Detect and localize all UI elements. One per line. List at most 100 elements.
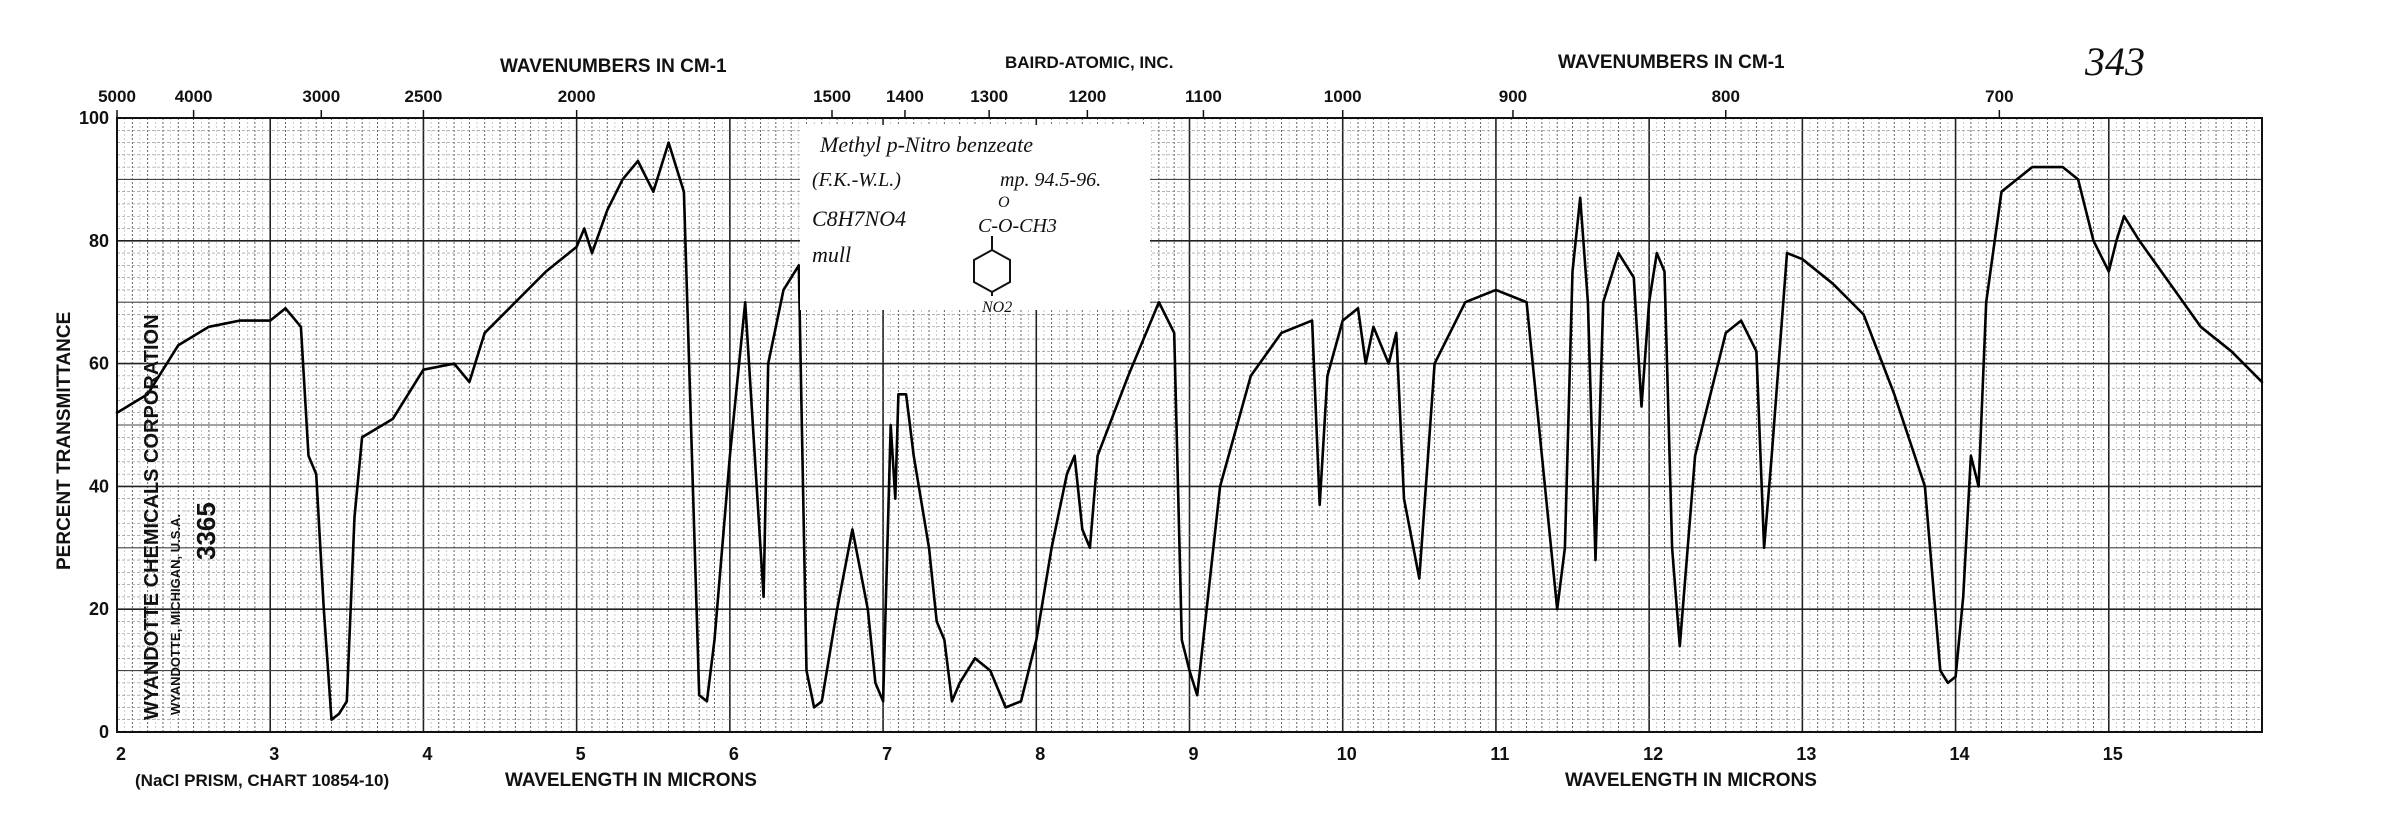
data-point	[744, 301, 746, 304]
data-point	[269, 319, 272, 322]
x-tick-label: 14	[1950, 744, 1970, 764]
data-point	[667, 141, 670, 144]
data-point	[2031, 166, 2033, 168]
data-point	[1962, 596, 1965, 598]
data-point	[300, 325, 302, 328]
top-wavenumber-label: 1000	[1324, 87, 1362, 106]
data-point	[759, 547, 762, 549]
data-point	[798, 264, 800, 267]
data-point	[1656, 252, 1658, 254]
data-point	[851, 528, 854, 531]
top-wavenumber-label: 1400	[886, 87, 924, 106]
data-point	[951, 700, 953, 703]
data-point	[1326, 375, 1329, 377]
top-wavenumber-label: 3000	[302, 87, 340, 106]
top-wavenumber-label: 4000	[175, 87, 213, 106]
data-point	[468, 381, 471, 383]
data-point	[575, 246, 578, 248]
data-point	[1188, 669, 1191, 672]
data-point	[2092, 240, 2095, 242]
data-point	[307, 454, 310, 457]
data-point	[1341, 319, 1344, 322]
ylabel: PERCENT TRANSMITTANCE	[54, 312, 75, 570]
x-tick-label: 11	[1490, 744, 1509, 764]
data-point	[483, 332, 486, 334]
top-wavenumber-label: 800	[1712, 87, 1740, 106]
plot-border	[116, 117, 2263, 733]
data-point	[1755, 350, 1758, 353]
y-tick-label: 60	[89, 354, 109, 374]
data-point	[1893, 393, 1896, 396]
data-point	[583, 227, 586, 230]
data-point	[1640, 405, 1643, 408]
sample-note-mp: mp. 94.5-96.	[1000, 169, 1101, 191]
data-point	[2077, 178, 2079, 181]
data-point	[1219, 485, 1221, 488]
data-point	[1587, 301, 1589, 304]
data-point	[238, 319, 241, 322]
x-tick-label: 7	[882, 744, 892, 764]
data-point	[989, 669, 992, 672]
data-point	[905, 393, 907, 396]
x-tick-label: 4	[422, 744, 432, 764]
data-point	[706, 700, 708, 703]
data-point	[2107, 270, 2110, 273]
company-stamp: WYANDOTTE CHEMICALS CORPORATION	[141, 314, 163, 720]
data-point	[1694, 454, 1696, 457]
data-point	[545, 270, 547, 273]
data-point	[1280, 332, 1283, 334]
data-point	[762, 596, 765, 598]
data-point	[1249, 375, 1252, 377]
data-point	[2115, 240, 2118, 242]
data-point	[1678, 645, 1681, 647]
data-point	[353, 516, 356, 518]
data-point	[606, 209, 609, 211]
data-point	[1740, 319, 1742, 322]
data-point	[1977, 485, 1980, 488]
x-tick-label: 15	[2103, 744, 2123, 764]
data-point	[346, 700, 348, 703]
data-point	[767, 362, 769, 365]
data-point	[338, 712, 340, 715]
spectrum-series	[115, 141, 2264, 721]
structure-carbonyl-o: O	[998, 194, 1010, 211]
top-wavenumber-label: 2000	[558, 87, 596, 106]
x-tick-label: 3	[269, 744, 279, 764]
data-point	[1403, 497, 1405, 500]
data-point	[2169, 282, 2171, 285]
data-point	[1464, 301, 1467, 304]
data-point	[1724, 332, 1727, 334]
data-point	[1387, 362, 1390, 365]
data-point	[1066, 473, 1068, 475]
transmittance-line	[115, 141, 2264, 721]
data-point	[1970, 454, 1972, 457]
data-point	[422, 368, 425, 371]
top-wavenumber-label: 1300	[970, 87, 1008, 106]
data-point	[1556, 608, 1559, 610]
data-point	[1571, 270, 1574, 273]
data-point	[1602, 301, 1604, 304]
data-point	[652, 190, 655, 193]
data-point	[729, 454, 731, 457]
data-point	[1020, 700, 1022, 703]
sample-number: 3365	[191, 502, 221, 560]
structure-ester-group: C-O-CH3	[978, 215, 1057, 237]
x-tick-label: 12	[1643, 744, 1663, 764]
data-point	[1525, 301, 1528, 304]
data-point	[805, 669, 808, 672]
data-point	[116, 411, 118, 414]
data-point	[2123, 215, 2125, 218]
x-tick-label: 10	[1337, 744, 1357, 764]
data-point	[1158, 301, 1160, 304]
data-point	[177, 344, 180, 346]
data-point	[1096, 454, 1099, 457]
data-point	[1173, 332, 1175, 334]
data-point	[1671, 547, 1673, 549]
data-point	[1564, 547, 1566, 549]
tick-labels: 2 3 4 5 6 7 8 9 10 11 12 13 14 15 0 20 40 60 80 100 5000 4000…	[79, 87, 2123, 764]
data-point	[1433, 362, 1436, 365]
data-point	[1862, 313, 1865, 316]
data-point	[323, 608, 325, 610]
data-point	[1196, 694, 1198, 696]
